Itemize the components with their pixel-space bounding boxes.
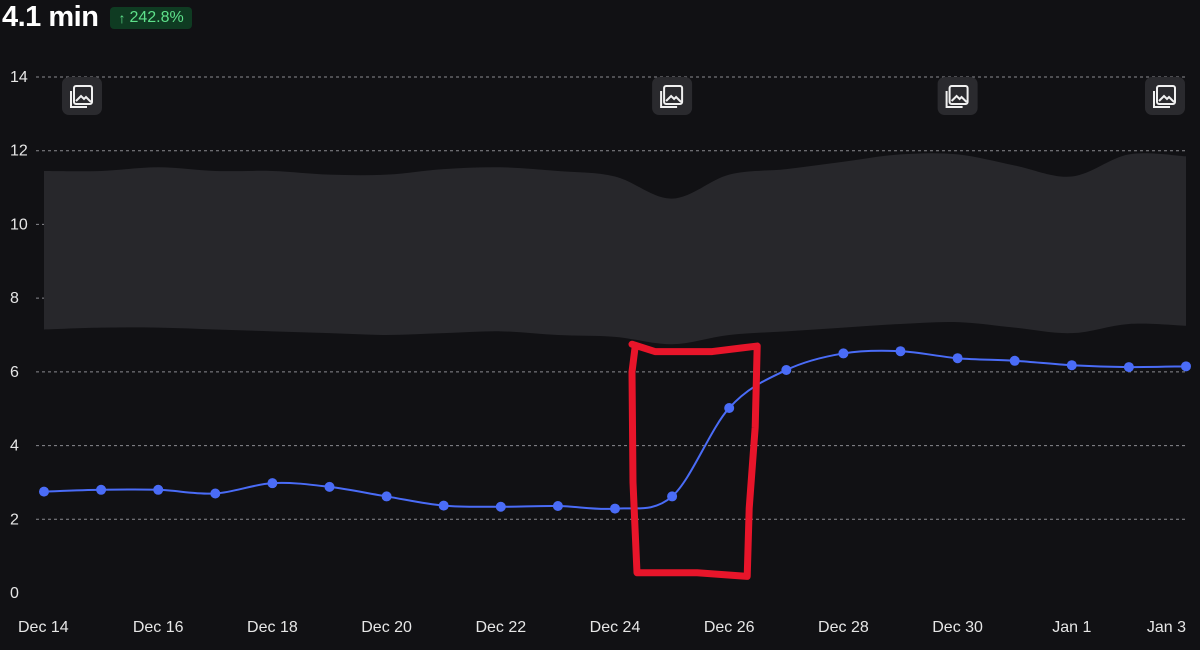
expected-range-band <box>44 153 1186 345</box>
data-point <box>895 346 906 357</box>
gallery-icon-stack <box>70 91 87 108</box>
y-tick-label: 0 <box>10 585 19 602</box>
gallery-icon-mountain <box>950 94 968 103</box>
x-tick-label: Dec 22 <box>475 619 526 636</box>
x-axis: Dec 14 Dec 16 Dec 18 Dec 20 Dec 22 Dec 24 Dec … <box>18 619 1186 636</box>
y-tick-label: 6 <box>10 364 19 381</box>
x-tick-label: Dec 20 <box>361 619 412 636</box>
gallery-icon-mountain <box>665 94 682 103</box>
data-point <box>952 353 963 364</box>
metric-value: 4.1 min <box>2 0 99 33</box>
x-tick-label: Dec 30 <box>932 619 983 636</box>
data-point <box>153 484 164 495</box>
data-point <box>1123 362 1134 373</box>
gallery-icon-stack <box>1153 91 1170 108</box>
data-point <box>724 402 735 413</box>
data-point <box>324 481 335 492</box>
data-point <box>1066 360 1077 371</box>
y-tick-label: 2 <box>10 511 19 528</box>
data-point <box>552 501 563 512</box>
x-tick-label: Jan 1 <box>1052 619 1091 636</box>
data-point <box>838 348 849 359</box>
y-axis: 0 2 4 6 8 10 12 14 <box>10 69 28 602</box>
x-tick-label: Dec 14 <box>18 619 69 636</box>
data-point <box>381 491 392 502</box>
y-tick-label: 14 <box>10 69 28 86</box>
change-value: 242.8% <box>129 8 184 26</box>
arrow-up-icon: ↑ <box>118 9 126 26</box>
highlight-box <box>628 340 761 580</box>
data-point <box>667 491 678 502</box>
gallery-icon-stack <box>945 91 963 108</box>
gallery-icon-stack <box>660 91 678 108</box>
y-tick-label: 12 <box>10 143 28 160</box>
gallery-icon-mountain <box>75 94 92 103</box>
y-tick-label: 10 <box>10 216 28 233</box>
highlight-rect <box>628 340 761 580</box>
gallery-icon-frame <box>1156 85 1176 105</box>
x-tick-label: Dec 26 <box>704 619 755 636</box>
data-point <box>495 501 506 512</box>
data-point <box>210 488 221 499</box>
data-point <box>267 478 278 489</box>
gallery-icon-frame <box>948 85 969 105</box>
series-line <box>43 349 1187 510</box>
x-tick-label: Jan 3 <box>1147 619 1186 636</box>
metric-header: 4.1 min ↑ 242.8% <box>2 0 192 34</box>
band-area <box>44 153 1186 345</box>
gallery-icon[interactable] <box>937 77 978 115</box>
data-series <box>39 346 1191 514</box>
gallery-icon[interactable] <box>62 77 102 115</box>
gallery-icon-frame <box>663 85 684 105</box>
x-tick-label: Dec 24 <box>590 619 641 636</box>
gallery-icon-mountain <box>1158 94 1175 103</box>
x-tick-label: Dec 18 <box>247 619 298 636</box>
data-point <box>1181 361 1191 372</box>
data-point <box>1009 355 1020 366</box>
x-tick-label: Dec 16 <box>133 619 184 636</box>
data-point <box>781 365 792 376</box>
gallery-icon[interactable] <box>1145 77 1185 115</box>
x-tick-label: Dec 28 <box>818 619 869 636</box>
data-point <box>39 486 49 497</box>
gallery-icon-frame <box>73 85 93 105</box>
data-point <box>610 503 620 514</box>
change-badge: ↑ 242.8% <box>110 7 192 29</box>
annotation-icons <box>62 77 1185 115</box>
data-point <box>96 484 107 495</box>
data-point <box>438 500 449 511</box>
gallery-icon[interactable] <box>652 77 693 115</box>
y-tick-label: 8 <box>10 290 19 307</box>
y-tick-label: 4 <box>10 438 19 455</box>
